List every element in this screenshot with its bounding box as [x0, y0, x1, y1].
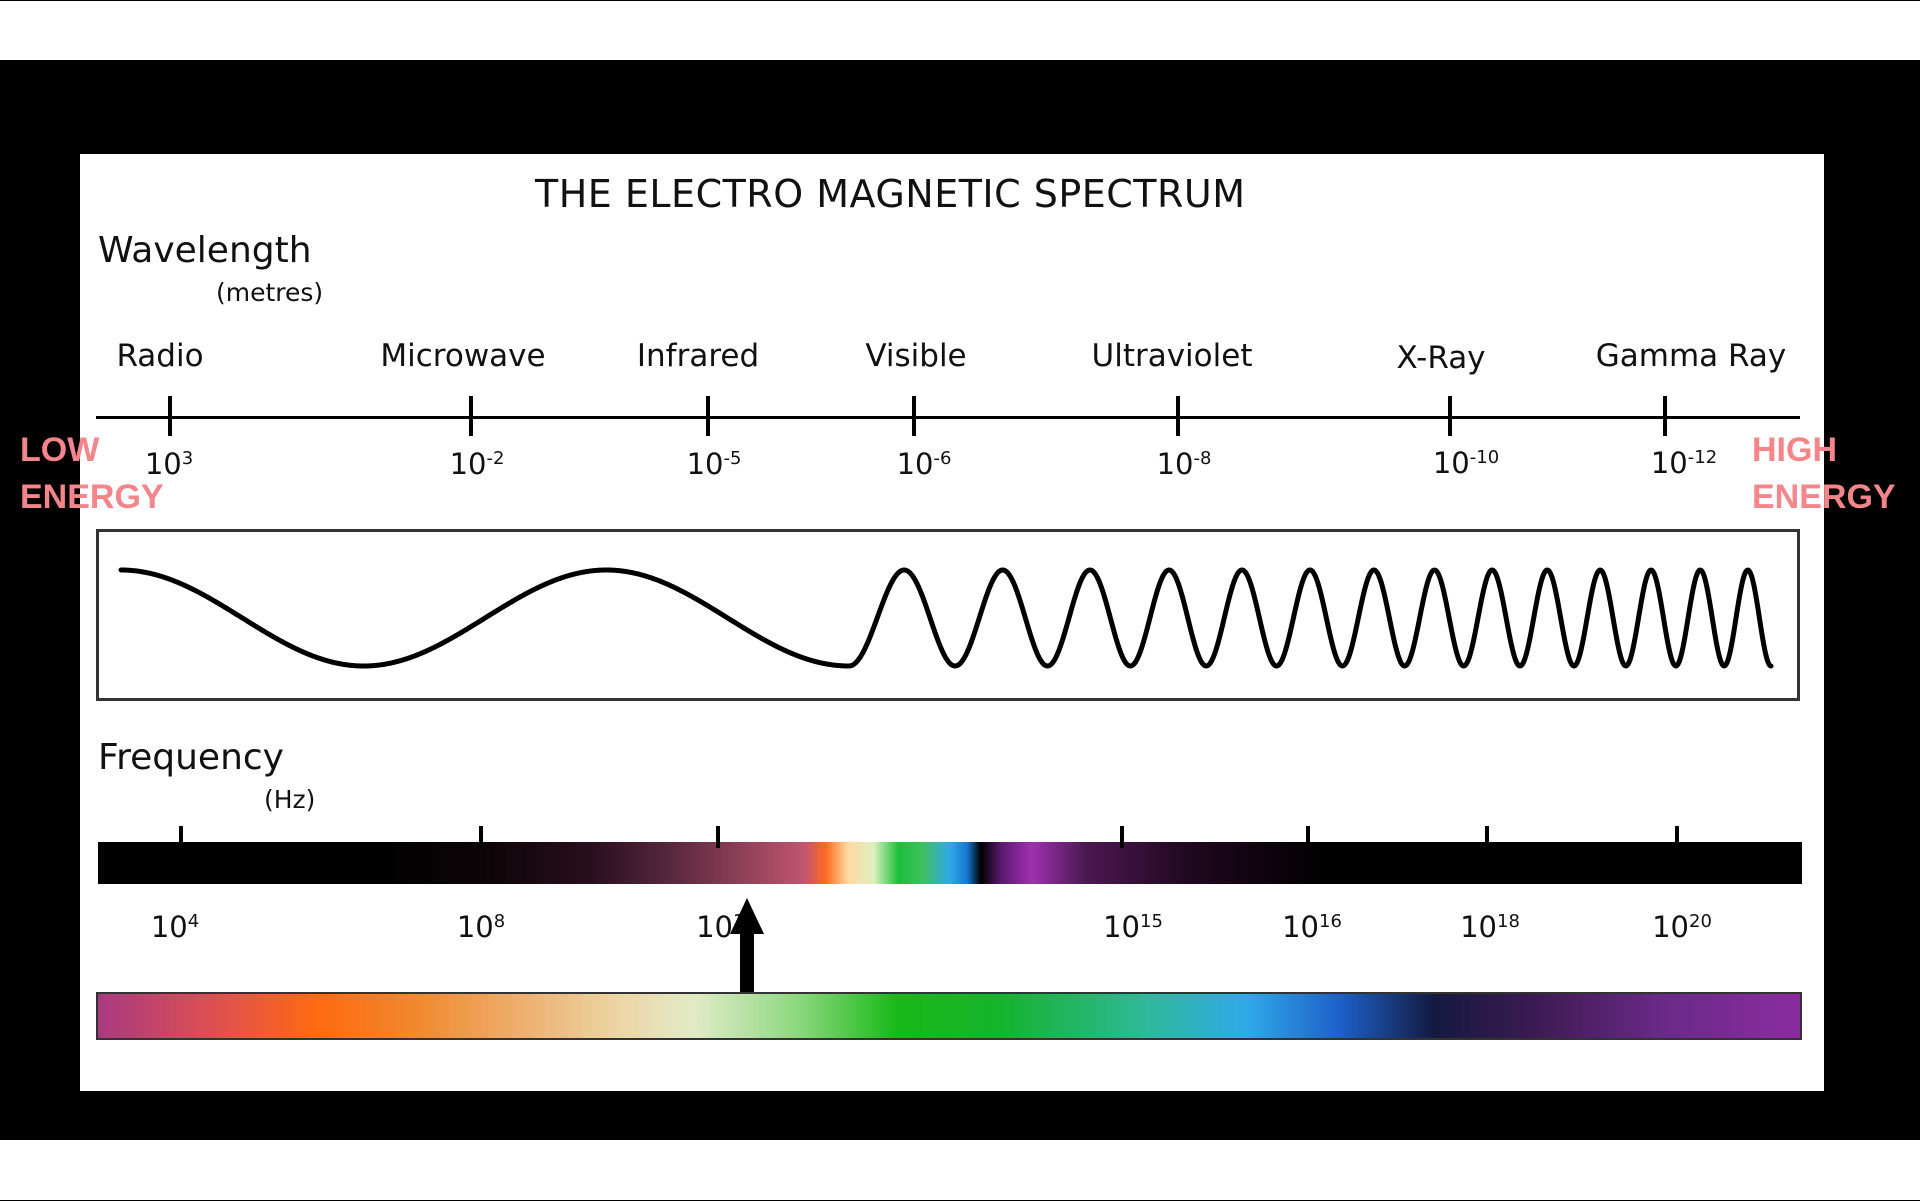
wavelength-heading: Wavelength	[98, 230, 312, 271]
wavelength-tick	[1176, 396, 1180, 436]
arrow-up-icon	[730, 898, 764, 934]
high-energy-label: HIGH ENERGY	[1752, 427, 1896, 521]
wavelength-axis-line	[96, 416, 1800, 419]
wavelength-tick-label: 10-8	[1156, 447, 1212, 481]
frequency-tick	[1675, 826, 1679, 848]
bottom-white-strip	[0, 1140, 1920, 1201]
waveform-box	[96, 529, 1800, 701]
top-white-strip	[0, 0, 1920, 60]
band-label-visible: Visible	[865, 338, 967, 374]
spectrum-diagram: THE ELECTRO MAGNETIC SPECTRUM Wavelength…	[80, 154, 1824, 1091]
frequency-heading: Frequency	[98, 737, 284, 778]
wavelength-tick	[469, 396, 473, 436]
frequency-tick	[716, 826, 720, 848]
frequency-tick	[179, 826, 183, 848]
wavelength-tick	[168, 396, 172, 436]
low-energy-label: LOW ENERGY	[20, 427, 164, 521]
frequency-unit: (Hz)	[264, 785, 316, 814]
wavelength-tick	[1448, 396, 1452, 436]
wavelength-tick-label: 10-5	[686, 447, 742, 481]
frequency-tick-label: 108	[456, 910, 506, 944]
frequency-tick-label: 104	[150, 910, 200, 944]
visible-spectrum-bar	[96, 992, 1802, 1040]
wavelength-tick	[706, 396, 710, 436]
frequency-tick	[479, 826, 483, 848]
frequency-tick	[1120, 826, 1124, 848]
frequency-tick-label: 1018	[1460, 910, 1520, 944]
high-energy-line-1: HIGH	[1752, 431, 1837, 469]
band-label-radio: Radio	[116, 338, 204, 374]
band-label-microwave: Microwave	[380, 338, 546, 374]
band-label-gamma-ray: Gamma Ray	[1595, 338, 1787, 374]
arrow-shaft	[740, 932, 754, 992]
band-label-ultraviolet: Ultraviolet	[1091, 338, 1253, 374]
frequency-tick-label: 1015	[1103, 910, 1163, 944]
high-energy-line-2: ENERGY	[1752, 478, 1896, 516]
frequency-tick-label: 1016	[1282, 910, 1342, 944]
low-energy-line-2: ENERGY	[20, 478, 164, 516]
frequency-tick-label: 1020	[1652, 910, 1712, 944]
wave-curve	[118, 567, 1774, 669]
wavelength-tick-label: 10-2	[449, 447, 505, 481]
wavelength-tick-label: 10-10	[1432, 446, 1500, 480]
wavelength-tick	[1663, 396, 1667, 436]
wavelength-tick	[912, 396, 916, 436]
frequency-color-bar	[98, 842, 1802, 884]
wavelength-unit: (metres)	[216, 278, 324, 307]
wavelength-tick-label: 103	[144, 447, 194, 481]
low-energy-line-1: LOW	[20, 431, 100, 469]
frequency-tick	[1485, 826, 1489, 848]
band-label-infrared: Infrared	[636, 338, 760, 374]
waveform-illustration	[118, 567, 1774, 669]
wavelength-tick-label: 10-6	[896, 447, 952, 481]
band-label-x-ray: X-Ray	[1396, 340, 1486, 376]
wavelength-tick-label: 10-12	[1650, 446, 1718, 480]
frequency-tick	[1306, 826, 1310, 848]
diagram-title: THE ELECTRO MAGNETIC SPECTRUM	[535, 172, 1246, 216]
